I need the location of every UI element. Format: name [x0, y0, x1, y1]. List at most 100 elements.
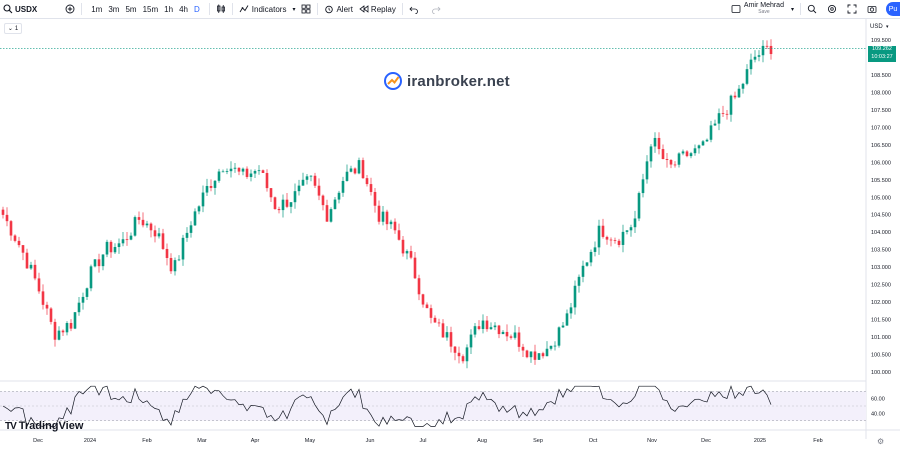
candle-body	[185, 232, 189, 238]
brand-name: TradingView	[18, 420, 84, 432]
timeframe-1m[interactable]: 1m	[91, 4, 103, 14]
alert-label: Alert	[336, 4, 353, 14]
candle-body	[693, 148, 697, 154]
price-tick-label: 101.500	[871, 318, 891, 324]
candle-body	[49, 308, 53, 322]
timeframe-3m[interactable]: 3m	[108, 4, 120, 14]
timeframe-5m[interactable]: 5m	[125, 4, 137, 14]
candle-body	[677, 153, 681, 165]
publish-button[interactable]: Pu	[886, 2, 900, 16]
candle-body	[489, 327, 493, 330]
candle-body	[629, 227, 633, 231]
candle-body	[477, 326, 481, 329]
layouts-button[interactable]	[298, 0, 314, 18]
candle-body	[253, 171, 257, 174]
candle-body	[473, 326, 477, 335]
candle-body	[505, 331, 509, 337]
candles-icon	[216, 4, 225, 13]
candle-body	[329, 209, 333, 222]
indicators-dropdown[interactable]: ▾	[289, 0, 298, 18]
user-name: Amir Mehrad	[743, 2, 784, 9]
candle-body	[613, 240, 617, 242]
candle-body	[573, 285, 577, 308]
candle-body	[57, 330, 61, 340]
timescale-settings-icon[interactable]: ⚙	[877, 437, 885, 446]
fullscreen-button[interactable]	[844, 0, 860, 18]
price-chart[interactable]: 109.500109.000108.500108.000107.500107.0…	[0, 19, 900, 449]
time-tick-label: Dec	[701, 438, 711, 444]
candle-body	[125, 239, 129, 241]
snapshot-button[interactable]	[864, 0, 880, 18]
redo-button[interactable]	[428, 0, 444, 18]
chart-type-button[interactable]	[213, 0, 229, 18]
undo-button[interactable]	[406, 0, 422, 18]
candle-body	[189, 225, 193, 233]
candle-body	[161, 233, 165, 249]
right-tools: Amir Mehrad Save ▾ Pu	[728, 0, 900, 18]
candle-body	[1, 209, 5, 215]
user-menu-dropdown[interactable]: ▾	[788, 0, 797, 18]
candle-body	[757, 55, 761, 57]
candle-body	[549, 345, 553, 349]
user-info[interactable]: Amir Mehrad Save	[744, 2, 784, 16]
indicators-button[interactable]: Indicators	[236, 0, 290, 18]
time-tick-label: 2025	[754, 438, 766, 444]
search-icon	[807, 4, 817, 14]
replay-button[interactable]: Replay	[356, 0, 399, 18]
candle-body	[417, 278, 421, 295]
layout-save-box[interactable]	[728, 0, 744, 18]
candle-body	[685, 151, 689, 157]
candle-body	[157, 233, 161, 237]
candle-body	[145, 223, 149, 226]
candle-body	[9, 221, 13, 236]
candle-body	[589, 251, 593, 263]
tradingview-logo[interactable]: TV TradingView	[5, 420, 83, 432]
candle-body	[649, 146, 653, 162]
candle-body	[105, 241, 109, 255]
settings-button[interactable]	[824, 0, 840, 18]
timeframe-1h[interactable]: 1h	[164, 4, 174, 14]
candle-body	[133, 217, 137, 236]
collapse-legend-button[interactable]: ⌄ 1	[4, 23, 22, 34]
compare-button[interactable]	[62, 0, 78, 18]
candle-body	[65, 322, 69, 333]
chevron-down-icon: ▾	[292, 6, 296, 13]
candle-body	[301, 179, 305, 186]
candle-body	[237, 167, 241, 172]
price-tick-label: 100.500	[871, 353, 891, 359]
symbol-search[interactable]: USDX	[0, 0, 40, 18]
timeframe-15m[interactable]: 15m	[142, 4, 159, 14]
candle-body	[37, 278, 41, 292]
timeframe-4h[interactable]: 4h	[179, 4, 188, 14]
candle-body	[761, 45, 765, 56]
candle-body	[265, 172, 269, 189]
time-tick-label: Feb	[142, 438, 151, 444]
candle-body	[201, 192, 205, 207]
candle-body	[517, 332, 521, 347]
candle-body	[345, 171, 349, 181]
chevron-down-icon: ▾	[790, 6, 794, 13]
candle-body	[381, 211, 385, 222]
candle-body	[521, 346, 525, 351]
alert-button[interactable]: Alert	[321, 0, 355, 18]
currency-label[interactable]: USD	[870, 24, 883, 30]
candle-body	[25, 252, 29, 269]
timeframe-d[interactable]: D	[193, 4, 200, 14]
candle-body	[537, 353, 541, 360]
candle-body	[433, 317, 437, 323]
candle-body	[21, 245, 25, 253]
candle-body	[553, 345, 557, 347]
last-price-label: 109.262 10:03:27	[868, 46, 896, 62]
undo-icon	[409, 6, 418, 14]
candle-body	[621, 231, 625, 245]
quick-search-button[interactable]	[804, 0, 820, 18]
candle-body	[233, 167, 237, 169]
candle-body	[513, 332, 517, 338]
candle-body	[453, 346, 457, 353]
candle-body	[397, 230, 401, 240]
candle-body	[137, 217, 141, 220]
candle-body	[141, 219, 145, 226]
candle-body	[481, 320, 485, 329]
candle-body	[181, 237, 185, 260]
candle-body	[529, 351, 533, 358]
